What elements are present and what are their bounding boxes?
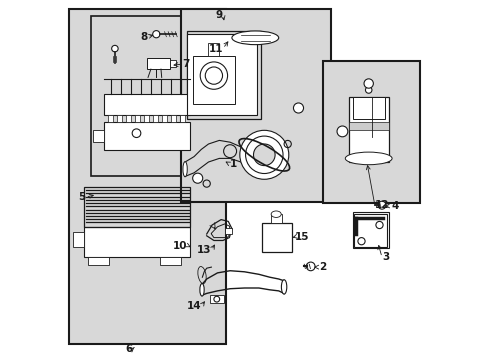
Bar (104, 122, 190, 150)
Bar (134, 115, 140, 122)
Bar (117, 115, 122, 122)
Bar (104, 94, 190, 115)
Circle shape (365, 87, 371, 93)
Bar (352, 212, 387, 248)
Text: 8: 8 (140, 32, 147, 42)
Bar (224, 228, 232, 234)
Ellipse shape (270, 211, 281, 217)
Circle shape (363, 79, 373, 88)
Circle shape (336, 126, 347, 137)
Circle shape (245, 136, 283, 174)
Text: 13: 13 (197, 245, 211, 255)
Text: 15: 15 (294, 232, 309, 242)
Text: 4: 4 (390, 201, 398, 211)
Bar (146, 58, 170, 69)
Bar (322, 61, 419, 203)
Bar (160, 257, 181, 265)
Bar (181, 9, 330, 202)
Circle shape (152, 31, 160, 38)
Bar (348, 97, 387, 162)
Ellipse shape (281, 280, 286, 294)
Circle shape (132, 129, 141, 138)
Bar (186, 34, 257, 115)
Bar (352, 97, 384, 119)
Bar (107, 115, 113, 122)
Ellipse shape (183, 162, 187, 177)
Ellipse shape (345, 152, 391, 165)
Bar (270, 214, 281, 223)
Text: 9: 9 (215, 10, 223, 20)
Text: 6: 6 (124, 344, 132, 354)
Ellipse shape (200, 284, 204, 296)
Bar (261, 223, 292, 252)
Bar (179, 115, 185, 122)
Circle shape (239, 130, 288, 179)
Text: 12: 12 (374, 200, 388, 210)
Text: 2: 2 (318, 262, 325, 272)
Text: 5: 5 (78, 192, 85, 202)
Bar (69, 9, 225, 344)
Circle shape (200, 62, 227, 89)
Text: 1: 1 (229, 159, 236, 169)
Bar (73, 232, 84, 247)
Bar (348, 122, 387, 130)
Bar (93, 130, 104, 142)
Circle shape (306, 262, 314, 271)
Circle shape (357, 238, 365, 245)
Text: 11: 11 (208, 44, 223, 54)
Circle shape (205, 67, 222, 84)
Bar (170, 115, 176, 122)
Bar (208, 43, 219, 56)
Bar (84, 187, 190, 227)
Ellipse shape (231, 31, 278, 45)
Circle shape (192, 173, 203, 183)
Bar (162, 115, 167, 122)
Text: 10: 10 (173, 240, 187, 251)
Bar (152, 115, 158, 122)
Bar (84, 227, 190, 257)
Bar (91, 16, 213, 176)
Circle shape (213, 296, 219, 302)
Circle shape (253, 144, 275, 166)
Circle shape (375, 221, 382, 229)
Text: 3: 3 (381, 252, 388, 262)
Circle shape (111, 45, 118, 52)
Bar (125, 115, 131, 122)
Bar (88, 257, 109, 265)
Bar (209, 295, 224, 303)
Bar (186, 31, 260, 119)
Text: 7: 7 (182, 59, 189, 69)
Circle shape (377, 201, 385, 209)
Bar (143, 115, 149, 122)
Text: 14: 14 (186, 301, 201, 311)
Bar (170, 60, 176, 67)
Circle shape (293, 103, 303, 113)
Bar (193, 56, 234, 104)
